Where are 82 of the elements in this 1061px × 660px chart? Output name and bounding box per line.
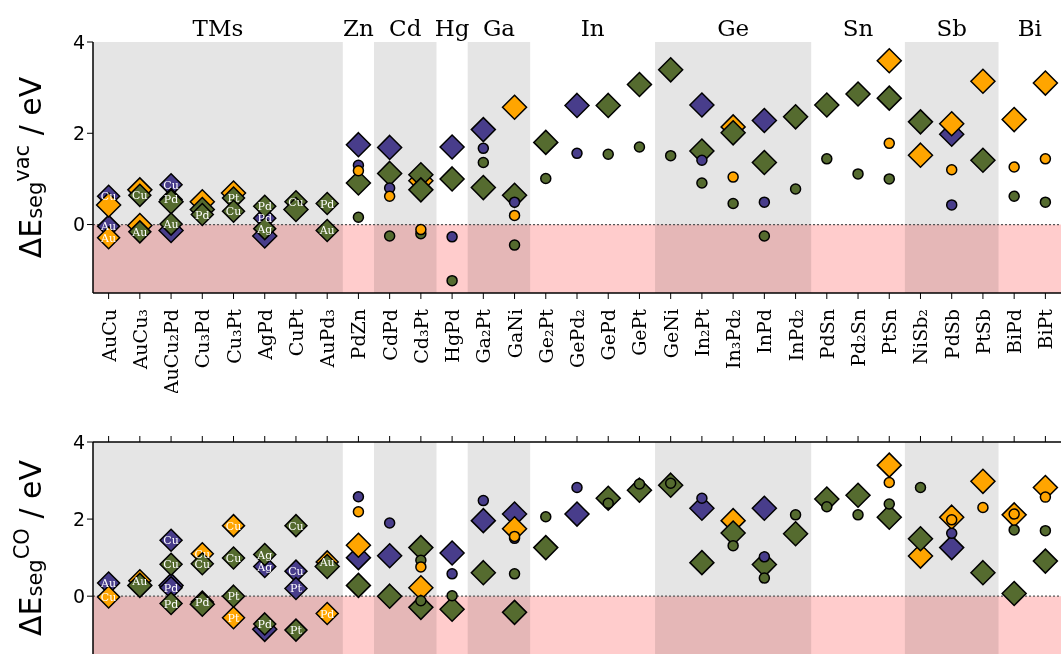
data-label: Pd	[163, 597, 179, 611]
y-tick-label: 2	[72, 122, 85, 145]
text: Bi	[1017, 15, 1042, 41]
x-tick-label: PtSn	[878, 309, 901, 355]
data-label: Cu	[225, 205, 242, 219]
x-tick-label: GePd	[597, 309, 620, 361]
band-label: Ge	[717, 15, 750, 41]
data-label: Ag	[256, 548, 273, 562]
band-label: Sb	[936, 15, 967, 41]
data-label: Cu	[100, 590, 117, 604]
x-tick-label: Cu₃Pd	[191, 309, 214, 369]
x-tick-label: In₃Pd₂	[722, 309, 745, 369]
data-label: Ag	[256, 560, 273, 574]
x-tick-label: PdSn	[815, 309, 838, 360]
y-tick-label: 0	[72, 213, 85, 236]
x-tick-label: AuCu₃	[128, 309, 151, 371]
data-label: Ag	[256, 222, 273, 236]
data-label: Cu	[132, 189, 148, 203]
data-label: Au	[162, 218, 179, 232]
data-label: Pt	[290, 582, 303, 596]
x-tick-label: GePd₂	[566, 309, 588, 368]
x-tick-label: In₂Pt	[690, 308, 713, 357]
data-label: Cu	[288, 195, 304, 209]
data-label: Pd	[163, 193, 179, 207]
x-tick-label: Ga₂Pt	[472, 308, 495, 364]
y-tick-label: 0	[72, 584, 85, 607]
band-label: Ga	[482, 15, 516, 41]
x-tick-label: InPd	[753, 309, 776, 354]
x-tick-label: AuCu	[97, 309, 120, 363]
x-tick-label: GePt	[628, 308, 651, 356]
x-tick-label: Ge₂Pt	[534, 308, 557, 364]
data-label: Au	[100, 577, 117, 591]
data-label: Cu	[163, 534, 179, 548]
y-tick-label: 4	[72, 430, 85, 453]
y-tick-label: 4	[72, 30, 85, 53]
data-label: Pt	[290, 624, 303, 638]
data-label: Au	[100, 231, 117, 245]
x-tick-label: CuPt	[284, 308, 307, 357]
data-label: Cu	[288, 565, 304, 579]
x-tick-label: PdSb	[940, 309, 963, 360]
x-tick-label: Cu₃Pt	[222, 308, 245, 364]
data-label: Cu	[163, 558, 179, 572]
text: Hg	[434, 15, 470, 41]
data-label: Pd	[195, 595, 210, 609]
text: Sn	[842, 15, 874, 41]
text: In	[580, 15, 605, 41]
text: Zn	[343, 15, 374, 41]
data-label: Au	[318, 555, 335, 569]
x-tick-label: PtSb	[971, 309, 994, 355]
data-label: Cu	[288, 519, 304, 533]
data-label: Cu	[225, 552, 242, 566]
x-tick-label: HgPd	[441, 309, 464, 363]
band-label: TMs	[192, 15, 244, 41]
data-label: Pt	[227, 590, 240, 604]
x-tick-label: Cd₃Pt	[409, 308, 432, 364]
x-tick-label: BiPd	[1003, 309, 1026, 354]
data-label: Cu	[225, 519, 242, 533]
data-label: Au	[100, 220, 117, 234]
data-label: Pt	[227, 192, 240, 206]
x-tick-label: InPd₂	[784, 309, 807, 362]
data-label: Pd	[163, 581, 179, 595]
x-tick-label: CdPd	[378, 309, 401, 361]
x-tick-label: Pd₂Sn	[847, 309, 870, 367]
x-tick-label: GaNi	[503, 309, 526, 359]
x-tick-label: PdZn	[347, 309, 370, 360]
band-label: Cd	[389, 15, 422, 41]
x-tick-label: GeNi	[659, 309, 682, 359]
y-tick-label: 2	[72, 507, 85, 530]
data-label: Pd	[319, 607, 335, 621]
data-label: Au	[131, 225, 148, 239]
data-label: Pd	[257, 200, 272, 214]
x-tick-label: BiPt	[1034, 308, 1057, 350]
x-tick-label: AgPd	[253, 309, 276, 361]
data-label: Au	[318, 224, 335, 238]
x-tick-label: AuPd₃	[316, 309, 339, 369]
data-label: Pd	[257, 617, 272, 631]
data-label: Pt	[227, 611, 240, 625]
data-label: Cu	[163, 178, 179, 192]
x-tick-label: NiSb₂	[909, 309, 932, 365]
data-label: Au	[131, 574, 148, 588]
data-label: Pd	[319, 197, 335, 211]
data-label: Pd	[195, 208, 210, 222]
